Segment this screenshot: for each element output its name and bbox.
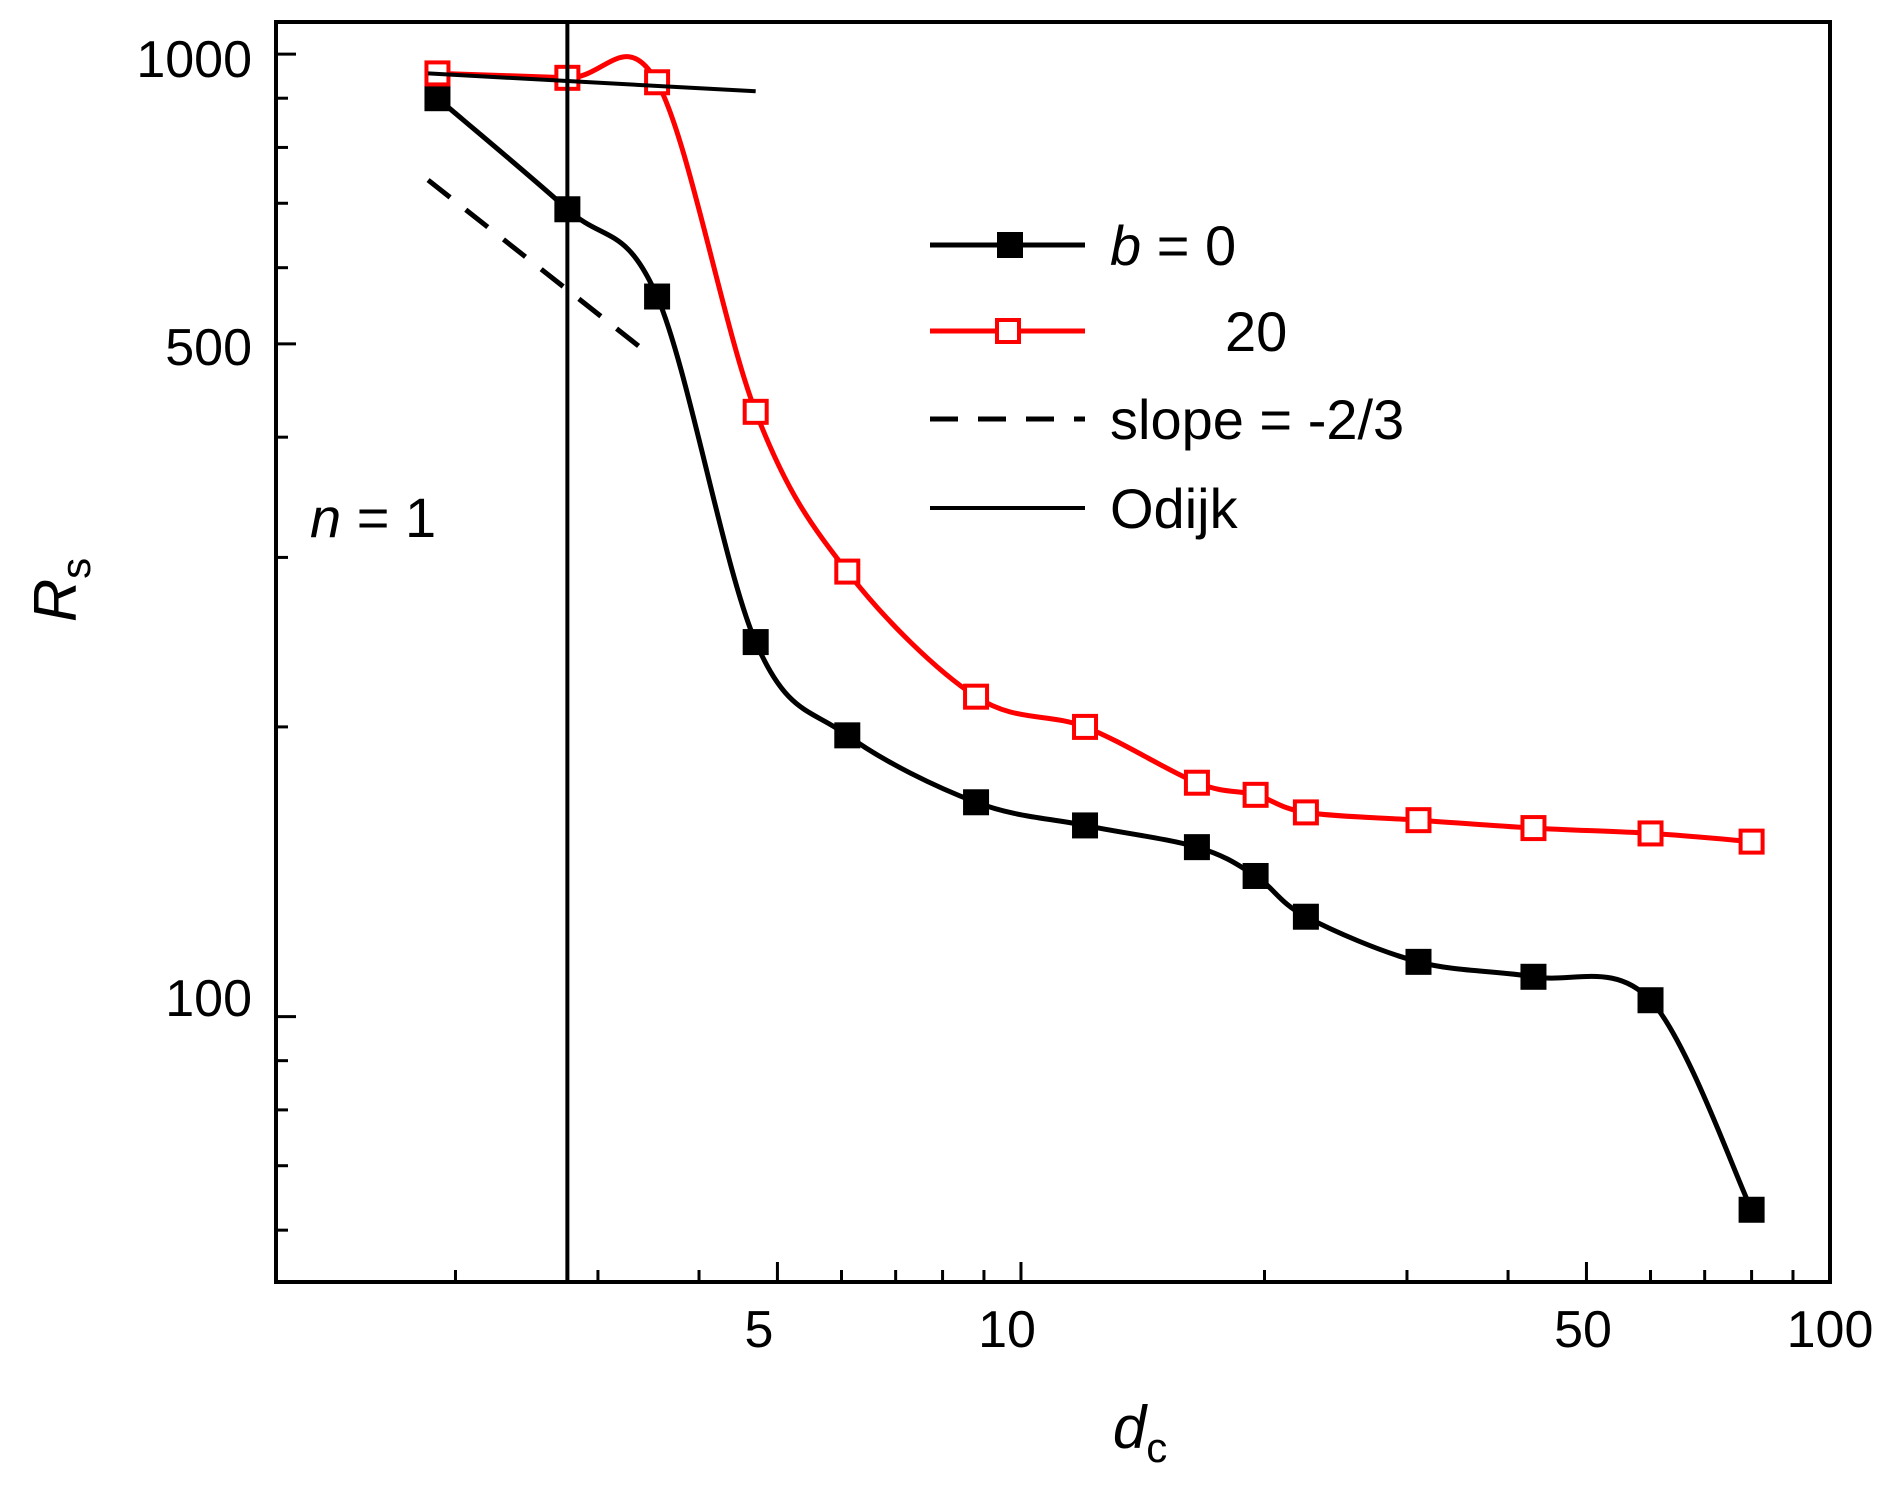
point-20-3 bbox=[742, 398, 769, 425]
point-b-0-10 bbox=[1405, 948, 1432, 975]
legend-entry-slope: slope = -2/3 bbox=[930, 388, 1404, 451]
series-line-b-0 bbox=[435, 96, 1754, 1211]
point-b-0-11 bbox=[1520, 963, 1547, 990]
legend-label-odijk: Odijk bbox=[1110, 477, 1239, 540]
point-b-0-6 bbox=[1072, 812, 1099, 839]
series-line-odijk bbox=[427, 71, 756, 94]
legend-entry-b20: 20 bbox=[930, 300, 1287, 363]
point-20-12 bbox=[1637, 820, 1664, 847]
series-layer bbox=[424, 54, 1765, 1223]
legend-label-b0-italic: b bbox=[1110, 214, 1141, 277]
point-b-0-13 bbox=[1738, 1196, 1765, 1223]
point-20-13 bbox=[1738, 828, 1765, 855]
point-b-0-5 bbox=[963, 789, 990, 816]
legend-label-b20: 20 bbox=[1225, 300, 1287, 363]
tick-layer bbox=[276, 22, 1832, 1282]
y-tick-label-100: 100 bbox=[165, 970, 252, 1028]
point-b-0-7 bbox=[1183, 834, 1210, 861]
y-axis-label-sub: s bbox=[52, 558, 99, 579]
point-20-7 bbox=[1183, 769, 1210, 796]
plot-frame bbox=[274, 20, 1832, 1284]
legend-label-slope: slope = -2/3 bbox=[1110, 388, 1404, 451]
annotation-n-equals-1: n = 1 bbox=[310, 486, 436, 549]
point-b-0-4 bbox=[834, 722, 861, 749]
legend: b = 0 20 slope = -2/3 Odijk bbox=[930, 214, 1404, 540]
annotation-rest: = 1 bbox=[341, 486, 436, 549]
series-line-slope-2-3 bbox=[426, 178, 654, 359]
y-tick-label-1000: 1000 bbox=[136, 31, 252, 89]
legend-label-b0-text: = 0 bbox=[1141, 214, 1236, 277]
point-20-9 bbox=[1292, 799, 1319, 826]
legend-label-b0: b = 0 bbox=[1110, 214, 1236, 277]
legend-marker-b0 bbox=[997, 232, 1023, 258]
point-b-0-3 bbox=[742, 629, 769, 656]
annotation-italic: n bbox=[310, 486, 341, 549]
point-20-6 bbox=[1072, 713, 1099, 740]
x-tick-label-5: 5 bbox=[745, 1301, 774, 1359]
point-b-0-8 bbox=[1242, 862, 1269, 889]
y-axis-label: Rs bbox=[22, 558, 99, 622]
point-b-0-12 bbox=[1637, 987, 1664, 1014]
x-axis-label-main: d bbox=[1113, 1394, 1148, 1461]
x-tick-label-10: 10 bbox=[978, 1301, 1036, 1359]
point-20-10 bbox=[1405, 807, 1432, 834]
legend-marker-b20 bbox=[995, 318, 1021, 344]
point-20-4 bbox=[834, 558, 861, 585]
y-tick-label-500: 500 bbox=[165, 319, 252, 377]
point-20-8 bbox=[1242, 781, 1269, 808]
legend-entry-odijk: Odijk bbox=[930, 477, 1239, 540]
x-axis-label: dc bbox=[1113, 1394, 1167, 1471]
x-axis-label-sub: c bbox=[1146, 1424, 1167, 1471]
legend-entry-b0: b = 0 bbox=[930, 214, 1236, 277]
y-axis-label-main: R bbox=[22, 579, 89, 622]
point-b-0-0 bbox=[424, 85, 451, 112]
point-b-0-9 bbox=[1292, 903, 1319, 930]
point-20-11 bbox=[1520, 815, 1547, 842]
point-b-0-2 bbox=[644, 283, 671, 310]
x-tick-label-50: 50 bbox=[1554, 1301, 1612, 1359]
point-20-5 bbox=[963, 683, 990, 710]
point-20-2 bbox=[644, 69, 671, 96]
x-tick-label-100: 100 bbox=[1787, 1301, 1874, 1359]
